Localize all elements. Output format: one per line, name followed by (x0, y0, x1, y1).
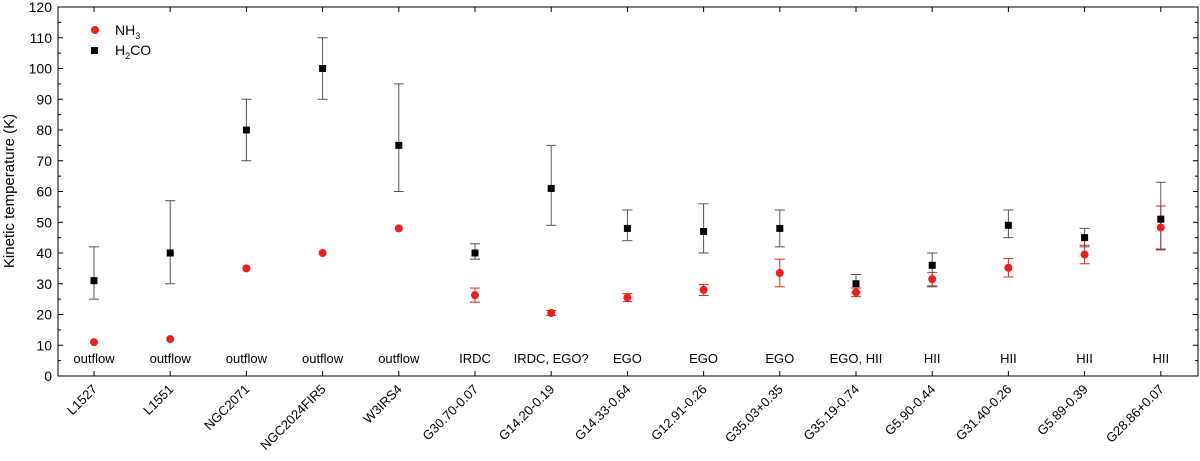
y-axis: 0 10 20 30 40 50 60 70 80 90 100 110 120 (29, 0, 1198, 384)
source-type-label-14: HII (1152, 351, 1169, 366)
source-type-label-2: outflow (226, 351, 268, 366)
point-1-14 (1157, 215, 1165, 223)
source-type-label-4: outflow (378, 351, 420, 366)
source-type-label-6: IRDC, EGO? (514, 351, 589, 366)
x-tick-label-1: L1551 (140, 382, 176, 418)
x-tick-label-6: G14.20-0.19 (496, 382, 558, 444)
y-tick-label-0: 0 (44, 368, 52, 384)
x-tick-label-10: G35.19-0.74 (800, 382, 862, 444)
y-tick-label-90: 90 (36, 91, 52, 107)
x-tick-label-4: W3IRS4 (360, 382, 405, 427)
y-tick-label-40: 40 (36, 245, 52, 261)
legend-marker-h2co (91, 47, 98, 54)
y-tick-label-20: 20 (36, 307, 52, 323)
y-tick-label-60: 60 (36, 184, 52, 200)
source-type-label-9: EGO (765, 351, 794, 366)
point-1-3 (319, 65, 327, 72)
point-1-12 (1004, 221, 1012, 229)
point-0-4 (394, 224, 403, 233)
point-0-12 (1004, 263, 1013, 272)
y-tick-label-30: 30 (36, 276, 52, 292)
point-1-2 (242, 126, 250, 134)
x-tick-label-2: NGC2071 (201, 382, 252, 433)
legend: NH3 H2CO (91, 22, 151, 61)
source-type-label-3: outflow (302, 351, 344, 366)
point-0-1 (166, 335, 175, 344)
point-1-5 (471, 249, 479, 257)
legend-marker-nh3 (91, 26, 99, 34)
point-0-7 (623, 293, 632, 302)
y-tick-label-110: 110 (30, 30, 53, 46)
point-1-13 (1081, 234, 1089, 242)
point-1-9 (776, 224, 784, 232)
point-1-7 (623, 224, 631, 232)
legend-label-nh3: NH3 (115, 22, 140, 41)
source-type-label-12: HII (1000, 351, 1017, 366)
source-type-label-13: HII (1076, 351, 1093, 366)
point-1-8 (700, 227, 708, 235)
source-type-label-11: HII (924, 351, 941, 366)
point-0-13 (1080, 250, 1089, 259)
x-tick-label-5: G30.70-0.07 (419, 382, 481, 444)
x-axis: L1527 L1551 NGC2071 NGC2024FIR5 W3IRS4 G30.70… (64, 7, 1167, 453)
source-type-label-10: EGO, HII (830, 351, 883, 366)
legend-label-h2co: H2CO (115, 42, 151, 61)
point-1-1 (166, 249, 174, 257)
y-tick-label-100: 100 (29, 61, 53, 77)
source-type-label-1: outflow (150, 351, 192, 366)
point-1-0 (90, 277, 98, 285)
point-0-10 (852, 288, 860, 297)
source-type-label-5: IRDC (459, 351, 491, 366)
x-tick-label-8: G12.91-0.26 (648, 382, 710, 444)
point-0-2 (242, 264, 251, 273)
point-0-9 (775, 268, 784, 277)
x-tick-label-12: G31.40-0.26 (953, 382, 1015, 444)
point-0-8 (699, 285, 708, 294)
error-bars (89, 37, 1166, 316)
source-type-label-8: EGO (689, 351, 718, 366)
source-type-label-7: EGO (613, 351, 642, 366)
point-0-11 (928, 275, 937, 284)
point-0-6 (547, 308, 556, 317)
x-tick-label-13: G5.89-0.39 (1034, 382, 1091, 439)
plot-frame (57, 6, 1199, 377)
x-tick-label-3: NGC2024FIR5 (257, 382, 328, 453)
x-tick-label-11: G5.90-0.44 (882, 382, 939, 439)
point-1-10 (852, 280, 860, 288)
data-markers (90, 65, 1165, 347)
point-1-11 (928, 261, 936, 269)
y-tick-label-10: 10 (36, 337, 52, 353)
y-tick-label-50: 50 (36, 214, 52, 230)
x-tick-label-9: G35.03+0.35 (722, 382, 786, 446)
source-type-labels: outflow outflow outflow outflow outflow IRDC I… (73, 351, 1169, 366)
point-0-5 (471, 291, 479, 300)
x-tick-label-14: G28.86+0.07 (1103, 382, 1167, 446)
source-type-label-0: outflow (73, 351, 115, 366)
point-0-3 (318, 249, 327, 257)
x-tick-label-0: L1527 (64, 382, 100, 418)
point-0-0 (90, 338, 98, 347)
y-axis-title: Kinetic temperature (K) (1, 114, 18, 268)
y-tick-label-80: 80 (36, 122, 52, 138)
point-0-14 (1156, 223, 1165, 232)
point-1-4 (395, 141, 403, 149)
point-1-6 (547, 184, 555, 192)
x-tick-label-7: G14.33-0.64 (572, 382, 634, 444)
y-tick-label-70: 70 (36, 153, 52, 169)
y-tick-label-120: 120 (29, 0, 53, 15)
